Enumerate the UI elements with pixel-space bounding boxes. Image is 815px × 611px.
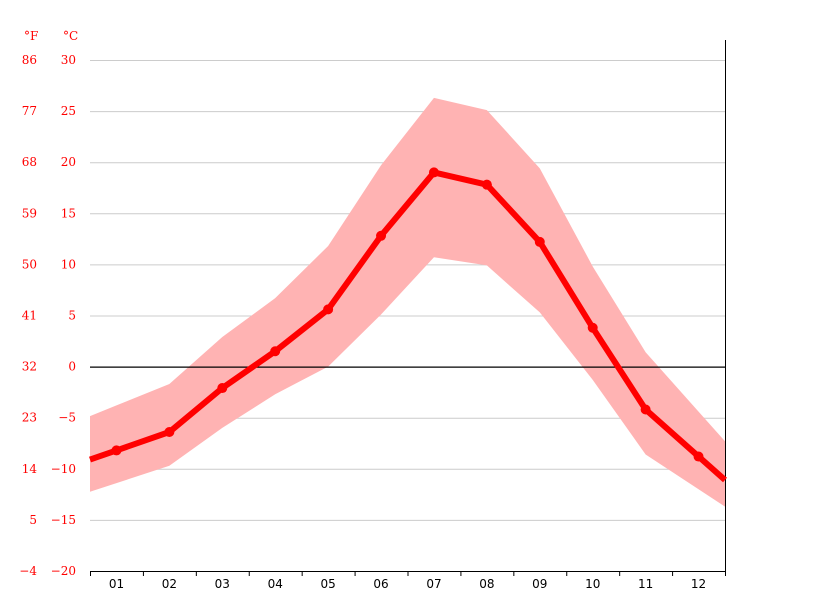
month-label-12: 12 (691, 577, 706, 591)
month-labels: 01 02 03 04 05 06 07 08 09 10 11 12 (109, 577, 706, 591)
month-label-05: 05 (320, 577, 335, 591)
celsius-tick-label: 30 (61, 53, 76, 67)
mean-line (89, 169, 727, 483)
month-label-06: 06 (373, 577, 388, 591)
celsius-unit-label: °C (63, 29, 78, 43)
mean-point-11 (640, 404, 651, 415)
fahrenheit-tick-label: 59 (22, 206, 37, 220)
fahrenheit-unit-label: °F (24, 29, 38, 43)
month-label-08: 08 (479, 577, 494, 591)
mean-polyline (89, 169, 727, 483)
band-area (90, 97, 725, 507)
fahrenheit-tick-label: 41 (22, 309, 37, 323)
mean-point-09 (534, 236, 545, 247)
celsius-tick-label: 0 (68, 360, 76, 374)
month-label-07: 07 (426, 577, 441, 591)
month-label-04: 04 (268, 577, 283, 591)
mean-point-03 (217, 383, 228, 394)
fahrenheit-tick-label: −4 (19, 564, 37, 578)
mean-point-06 (376, 230, 387, 241)
month-label-03: 03 (215, 577, 230, 591)
mean-point-12 (693, 451, 704, 462)
fahrenheit-tick-label: 86 (22, 53, 37, 67)
mean-point-05 (323, 304, 334, 315)
month-label-09: 09 (532, 577, 547, 591)
celsius-tick-label: 5 (68, 309, 76, 323)
celsius-tick-label: −20 (51, 564, 76, 578)
fahrenheit-tick-labels: 86 77 68 59 50 41 32 23 14 5 −4 (19, 53, 37, 578)
fahrenheit-tick-label: 50 (22, 257, 37, 271)
fahrenheit-tick-label: 68 (22, 155, 37, 169)
fahrenheit-tick-label: 32 (22, 360, 37, 374)
mean-point-04 (270, 346, 281, 357)
celsius-tick-label: −10 (51, 462, 76, 476)
min-max-band (90, 97, 725, 507)
celsius-tick-label: −5 (58, 411, 76, 425)
celsius-tick-label: 25 (61, 104, 76, 118)
fahrenheit-tick-label: 77 (22, 104, 37, 118)
mean-point-01 (111, 445, 122, 456)
month-label-10: 10 (585, 577, 600, 591)
celsius-tick-label: 15 (61, 206, 76, 220)
month-label-02: 02 (162, 577, 177, 591)
mean-point-07 (428, 167, 439, 178)
fahrenheit-tick-label: 5 (29, 513, 37, 527)
celsius-tick-labels: 30 25 20 15 10 5 0 −5 −10 −15 −20 (51, 53, 76, 578)
month-label-01: 01 (109, 577, 124, 591)
celsius-tick-label: 10 (61, 257, 76, 271)
mean-point-10 (587, 322, 598, 333)
mean-point-08 (481, 179, 492, 190)
mean-points (111, 167, 704, 462)
fahrenheit-tick-label: 23 (22, 411, 37, 425)
month-label-11: 11 (638, 577, 653, 591)
celsius-tick-label: 20 (61, 155, 76, 169)
x-axis-ticks (90, 571, 726, 576)
celsius-tick-label: −15 (51, 513, 76, 527)
fahrenheit-tick-label: 14 (22, 462, 38, 476)
mean-point-02 (164, 427, 175, 438)
